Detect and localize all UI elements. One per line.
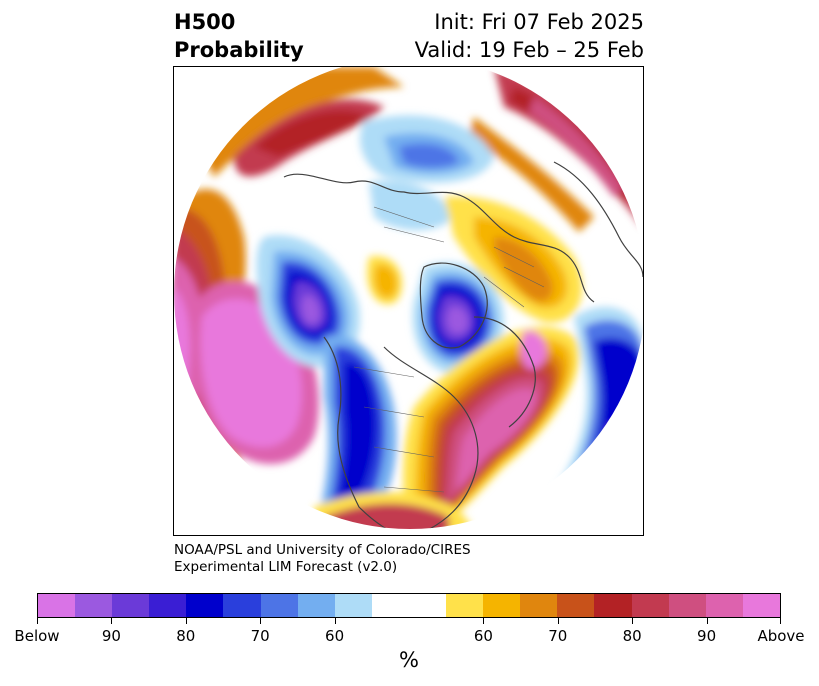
title-line-2: Probability [174, 38, 304, 62]
colorbar-cell [631, 594, 669, 617]
init-date: Init: Fri 07 Feb 2025 [434, 10, 644, 34]
colorbar-tick [335, 618, 336, 624]
colorbar-tick [780, 618, 781, 624]
colorbar-cell [446, 594, 484, 617]
colorbar-cell [594, 594, 632, 617]
colorbar-tick-label: 90 [101, 627, 121, 645]
colorbar-tick [111, 618, 112, 624]
colorbar-tick-label: 70 [548, 627, 568, 645]
credit-line-1: NOAA/PSL and University of Colorado/CIRE… [174, 542, 471, 558]
colorbar-cell [112, 594, 150, 617]
valid-range: Valid: 19 Feb – 25 Feb [414, 38, 644, 62]
colorbar-tick [632, 618, 633, 624]
colorbar [37, 593, 781, 618]
colorbar-cell [75, 594, 113, 617]
colorbar-cell [334, 594, 372, 617]
colorbar-tick-label: 60 [325, 627, 345, 645]
colorbar-tick-label: 80 [176, 627, 196, 645]
title-line-1: H500 [174, 10, 236, 34]
colorbar-cell [408, 594, 447, 617]
colorbar-tick-label: 80 [622, 627, 642, 645]
colorbar-tick-label: Below [14, 627, 60, 645]
colorbar-cell [371, 594, 409, 617]
coastlines [283, 161, 643, 529]
colorbar-cell [223, 594, 261, 617]
colorbar-cell [38, 594, 76, 617]
probability-map [173, 66, 644, 536]
colorbar-tick [558, 618, 559, 624]
map-title: H500 Probability [174, 8, 304, 64]
colorbar-cell [520, 594, 558, 617]
colorbar-cell [742, 594, 780, 617]
colorbar-tick [260, 618, 261, 624]
credit-line-2: Experimental LIM Forecast (v2.0) [174, 559, 398, 575]
colorbar-tick-label: 60 [473, 627, 493, 645]
colorbar-cell [483, 594, 521, 617]
colorbar-cell [260, 594, 298, 617]
globe-disk [174, 67, 643, 529]
colorbar-tick [37, 618, 38, 624]
borders [353, 206, 545, 493]
colorbar-tick [483, 618, 484, 624]
colorbar-cell [297, 594, 335, 617]
colorbar-tick [707, 618, 708, 624]
forecast-dates: Init: Fri 07 Feb 2025 Valid: 19 Feb – 25… [415, 8, 644, 64]
colorbar-unit: % [399, 648, 419, 672]
map-canvas [174, 67, 643, 529]
colorbar-cell [557, 594, 595, 617]
colorbar-cell [705, 594, 743, 617]
colorbar-cell [668, 594, 706, 617]
credit-text: NOAA/PSL and University of Colorado/CIRE… [174, 542, 471, 576]
colorbar-cell [149, 594, 187, 617]
colorbar-cell [186, 594, 224, 617]
colorbar-tick-label: 90 [697, 627, 717, 645]
colorbar-tick [186, 618, 187, 624]
colorbar-tick-label: 70 [250, 627, 270, 645]
colorbar-tick-label: Above [757, 627, 805, 645]
